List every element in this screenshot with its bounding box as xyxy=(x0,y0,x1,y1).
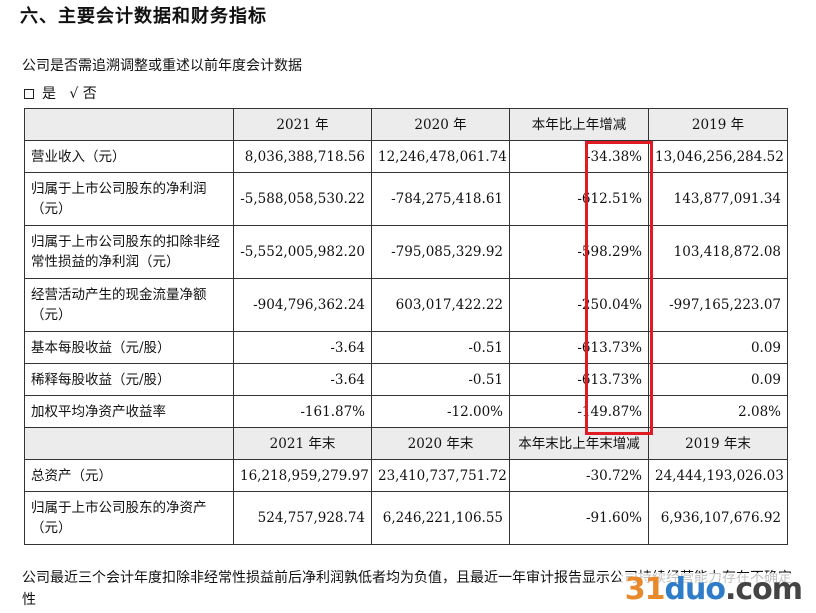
cell-change: -91.60% xyxy=(509,491,649,545)
cell-2021: -5,552,005,982.20 xyxy=(233,225,372,279)
checkmark-icon: √ xyxy=(69,86,79,102)
cell-2019: 0.09 xyxy=(648,363,788,396)
table-row: 归属于上市公司股东的净资产（元） 524,757,928.74 6,246,22… xyxy=(24,491,788,545)
cell-2020: 6,246,221,106.55 xyxy=(371,491,510,545)
cell-2021: -5,588,058,530.22 xyxy=(233,172,372,226)
cell-2019: 0.09 xyxy=(648,331,788,364)
cell-change: -250.04% xyxy=(509,278,649,332)
table-row: 经营活动产生的现金流量净额（元） -904,796,362.24 603,017… xyxy=(24,278,788,332)
cell-2019: 6,936,107,676.92 xyxy=(648,491,788,545)
table-row: 总资产（元） 16,218,959,279.97 23,410,737,751.… xyxy=(24,459,788,492)
row-label: 归属于上市公司股东的扣除非经常性损益的净利润（元） xyxy=(24,225,234,279)
restatement-answer: 是 √ 否 xyxy=(22,83,97,103)
going-concern-note: 公司最近三个会计年度扣除非经常性损益前后净利润孰低者均为负值，且最近一年审计报告… xyxy=(22,570,792,608)
cell-2020: 23,410,737,751.72 xyxy=(371,459,510,492)
cell-change: -612.51% xyxy=(509,172,649,226)
table-row: 归属于上市公司股东的净利润（元） -5,588,058,530.22 -784,… xyxy=(24,172,788,226)
subheader-2021: 2021 年末 xyxy=(233,427,372,460)
checkbox-icon xyxy=(24,89,34,99)
table-row: 归属于上市公司股东的扣除非经常性损益的净利润（元） -5,552,005,982… xyxy=(24,225,788,279)
cell-2021: 524,757,928.74 xyxy=(233,491,372,545)
answer-yes: 是 xyxy=(42,86,56,102)
answer-no: 否 xyxy=(82,86,97,102)
cell-change: -149.87% xyxy=(509,395,649,428)
table-row: 加权平均净资产收益率 -161.87% -12.00% -149.87% 2.0… xyxy=(24,395,788,428)
row-label: 归属于上市公司股东的净利润（元） xyxy=(24,172,234,226)
restatement-question: 公司是否需追溯调整或重述以前年度会计数据 xyxy=(22,58,302,74)
header-2021: 2021 年 xyxy=(233,108,372,141)
cell-change: -613.73% xyxy=(509,363,649,396)
cell-2020: 12,246,478,061.74 xyxy=(371,140,510,173)
cell-change: -34.38% xyxy=(509,140,649,173)
site-watermark-logo: 31duo.com xyxy=(620,573,806,607)
header-2020: 2020 年 xyxy=(371,108,510,141)
header-2019: 2019 年 xyxy=(648,108,788,141)
row-label: 归属于上市公司股东的净资产（元） xyxy=(24,491,234,545)
row-label: 基本每股收益（元/股） xyxy=(24,331,234,364)
table-row: 基本每股收益（元/股） -3.64 -0.51 -613.73% 0.09 xyxy=(24,331,788,364)
section-heading: 六、主要会计数据和财务指标 xyxy=(20,6,267,27)
cell-2019: 24,444,193,026.03 xyxy=(648,459,788,492)
cell-2020: -784,275,418.61 xyxy=(371,172,510,226)
header-blank xyxy=(24,108,234,141)
cell-2019: -997,165,223.07 xyxy=(648,278,788,332)
cell-change: -30.72% xyxy=(509,459,649,492)
cell-2020: 603,017,422.22 xyxy=(371,278,510,332)
cell-2021: -3.64 xyxy=(233,363,372,396)
financial-indicators-table: 2021 年 2020 年 本年比上年增减 2019 年 营业收入（元） 8,0… xyxy=(24,108,788,545)
cell-2021: 16,218,959,279.97 xyxy=(233,459,372,492)
table-subheader-row: 2021 年末 2020 年末 本年末比上年末增减 2019 年末 xyxy=(24,427,788,460)
row-label: 总资产（元） xyxy=(24,459,234,492)
cell-2019: 143,877,091.34 xyxy=(648,172,788,226)
cell-2020: -0.51 xyxy=(371,363,510,396)
row-label: 加权平均净资产收益率 xyxy=(24,395,234,428)
cell-2021: -3.64 xyxy=(233,331,372,364)
cell-2019: 103,418,872.08 xyxy=(648,225,788,279)
row-label: 营业收入（元） xyxy=(24,140,234,173)
cell-change: -598.29% xyxy=(509,225,649,279)
subheader-2019: 2019 年末 xyxy=(648,427,788,460)
header-change: 本年比上年增减 xyxy=(509,108,649,141)
subheader-change: 本年末比上年末增减 xyxy=(509,427,649,460)
table-row: 稀释每股收益（元/股） -3.64 -0.51 -613.73% 0.09 xyxy=(24,363,788,396)
cell-2021: -904,796,362.24 xyxy=(233,278,372,332)
subheader-2020: 2020 年末 xyxy=(371,427,510,460)
cell-2021: 8,036,388,718.56 xyxy=(233,140,372,173)
subheader-blank xyxy=(24,427,234,460)
cell-2019: 13,046,256,284.52 xyxy=(648,140,788,173)
table-header-row: 2021 年 2020 年 本年比上年增减 2019 年 xyxy=(24,108,788,141)
cell-2019: 2.08% xyxy=(648,395,788,428)
row-label: 稀释每股收益（元/股） xyxy=(24,363,234,396)
cell-2021: -161.87% xyxy=(233,395,372,428)
table-row: 营业收入（元） 8,036,388,718.56 12,246,478,061.… xyxy=(24,140,788,173)
cell-2020: -0.51 xyxy=(371,331,510,364)
cell-2020: -12.00% xyxy=(371,395,510,428)
cell-2020: -795,085,329.92 xyxy=(371,225,510,279)
row-label: 经营活动产生的现金流量净额（元） xyxy=(24,278,234,332)
cell-change: -613.73% xyxy=(509,331,649,364)
